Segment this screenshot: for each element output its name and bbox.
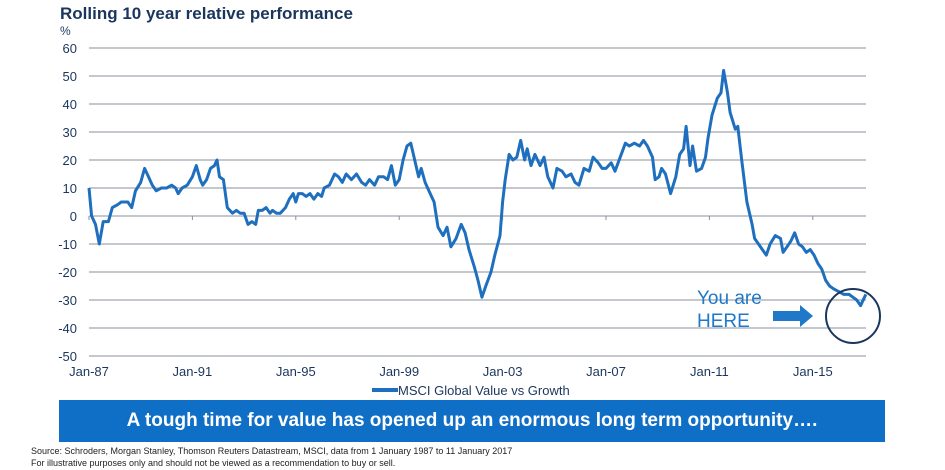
legend: MSCI Global Value vs Growth: [372, 383, 570, 398]
y-tick-label: 60: [63, 41, 77, 56]
banner-text: A tough time for value has opened up an …: [126, 410, 818, 431]
y-tick-label: -50: [58, 349, 77, 364]
legend-label: MSCI Global Value vs Growth: [398, 383, 570, 398]
y-axis-unit: %: [60, 24, 71, 38]
gridlines: [88, 47, 866, 357]
you-are-here-label: You are HERE: [697, 287, 762, 333]
x-tick-label: Jan-03: [483, 364, 523, 379]
y-tick-label: 10: [63, 181, 77, 196]
series-group: [87, 68, 868, 308]
x-tick-label: Jan-95: [276, 364, 316, 379]
y-tick-label: 0: [70, 209, 77, 224]
y-tick-label: -20: [58, 265, 77, 280]
x-tick-label: Jan-07: [586, 364, 626, 379]
x-tick-label: Jan-99: [379, 364, 419, 379]
y-tick-label: 50: [63, 69, 77, 84]
chart-svg: 60 50 40 30 20 10 0 -10 -20 -30 -40 -50 Jan-87 Jan-9…: [58, 41, 881, 398]
disclaimer-text: For illustrative purposes only and shoul…: [31, 458, 396, 468]
y-tick-label: -30: [58, 293, 77, 308]
y-tick-labels: 60 50 40 30 20 10 0 -10 -20 -30 -40 -50: [58, 41, 77, 364]
headline-banner: A tough time for value has opened up an …: [59, 400, 885, 442]
source-text: Source: Schroders, Morgan Stanley, Thoms…: [31, 446, 513, 456]
y-tick-label: 30: [63, 125, 77, 140]
y-tick-label: 20: [63, 153, 77, 168]
arrow-right-icon: [773, 305, 813, 327]
y-tick-label: -10: [58, 237, 77, 252]
here-annotation-shapes: [773, 288, 881, 344]
annotation-line-2: HERE: [697, 311, 750, 332]
y-tick-label: -40: [58, 321, 77, 336]
chart-title: Rolling 10 year relative performance: [60, 4, 353, 23]
x-tick-label: Jan-91: [173, 364, 213, 379]
x-tick-label: Jan-15: [793, 364, 833, 379]
x-tick-label: Jan-11: [690, 364, 729, 379]
series-line: [87, 68, 868, 308]
x-tick-label: Jan-87: [69, 364, 109, 379]
you-are-here-circle: [825, 288, 881, 344]
x-tick-labels: Jan-87 Jan-91 Jan-95 Jan-99 Jan-03 Jan-07 Jan-…: [69, 364, 833, 379]
y-tick-label: 40: [63, 97, 77, 112]
annotation-line-1: You are: [697, 288, 762, 309]
footnote: Source: Schroders, Morgan Stanley, Thoms…: [31, 445, 512, 469]
